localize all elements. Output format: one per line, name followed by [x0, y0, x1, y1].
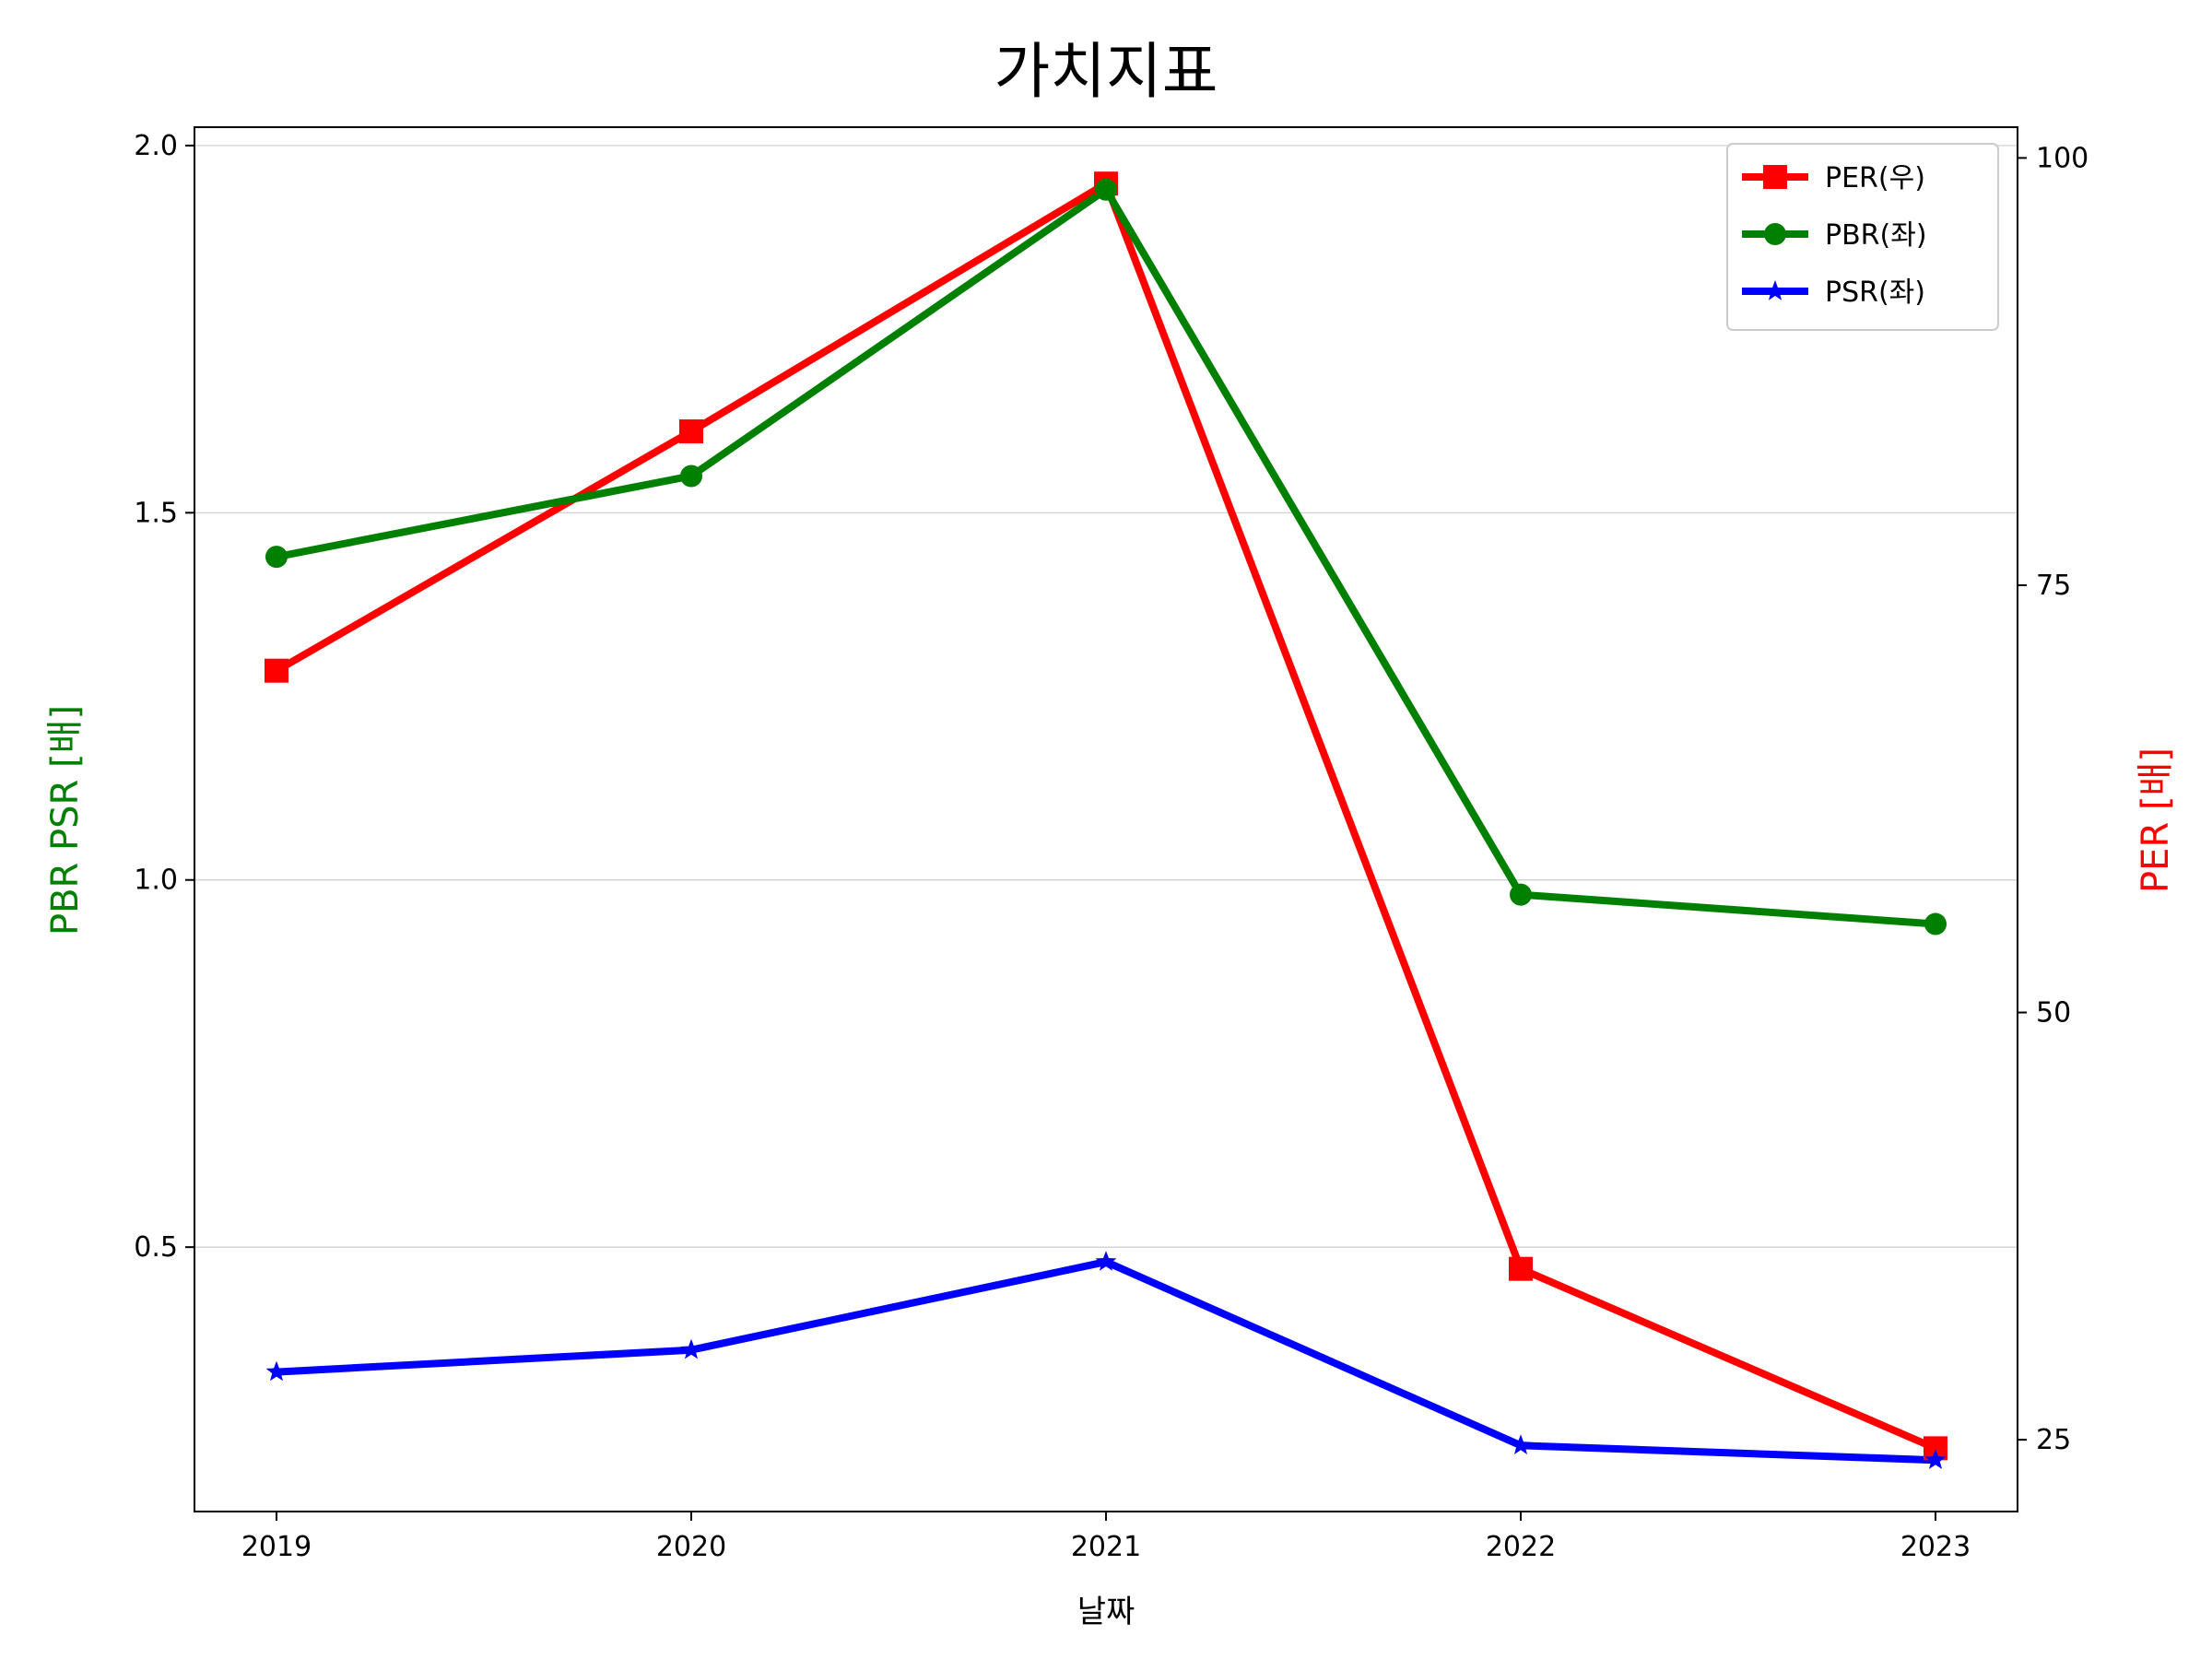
legend-label: PSR(좌): [1825, 276, 1925, 309]
data-point: [679, 419, 703, 444]
data-point: [1095, 1251, 1117, 1271]
legend-swatch-marker: [1764, 223, 1786, 245]
x-tick-label: 2020: [656, 1531, 726, 1563]
legend-box: [1726, 143, 1999, 331]
legend-swatch-marker: [1764, 280, 1786, 300]
series-line: [276, 1258, 1936, 1465]
plot-frame: [194, 126, 2018, 1512]
y-tick-label-right: 100: [2036, 142, 2088, 174]
data-point: [1924, 1449, 1947, 1469]
x-tick-label: 2019: [241, 1531, 312, 1563]
legend-swatch-marker: [1763, 165, 1787, 189]
y-axis-label-right: PER [배]: [2135, 747, 2177, 893]
legend: PER(우) PBR(좌) PSR(좌): [1726, 143, 1999, 331]
x-axis-label: 날짜: [1077, 1594, 1135, 1630]
legend-label: PBR(좌): [1825, 219, 1927, 252]
y-tick-label-right: 50: [2036, 997, 2071, 1030]
markers-layer: [265, 171, 1947, 1469]
data-point: [1510, 1434, 1532, 1454]
data-point: [1510, 883, 1532, 906]
data-point: [680, 1338, 702, 1359]
axes-layer: 2019 2020 2021 2022 2023 0.5 1.0 1.5 2.0 25 50 75 10…: [134, 126, 2088, 1563]
y-tick-label-left: 1.0: [134, 865, 178, 897]
y-tick-label-right: 25: [2036, 1424, 2071, 1456]
data-point: [1095, 178, 1117, 201]
chart-title: 가치지표: [994, 36, 1218, 107]
series-line: [276, 185, 1936, 928]
data-point: [1509, 1256, 1533, 1281]
lines-layer: [275, 180, 1937, 1465]
data-point: [680, 465, 702, 488]
y-tick-label-right: 75: [2036, 570, 2071, 602]
x-tick-label: 2022: [1486, 1531, 1556, 1563]
y-tick-label-left: 2.0: [134, 130, 178, 162]
data-point: [265, 658, 288, 683]
data-point: [265, 546, 288, 569]
y-tick-label-left: 1.5: [134, 497, 178, 529]
x-tick-label: 2021: [1071, 1531, 1141, 1563]
x-tick-label: 2023: [1900, 1531, 1971, 1563]
legend-label: PER(우): [1825, 162, 1925, 194]
data-point: [265, 1360, 288, 1382]
data-point: [1924, 912, 1947, 935]
y-tick-label-left: 0.5: [134, 1231, 178, 1264]
y-axis-label-left: PBR PSR [배]: [44, 705, 87, 935]
